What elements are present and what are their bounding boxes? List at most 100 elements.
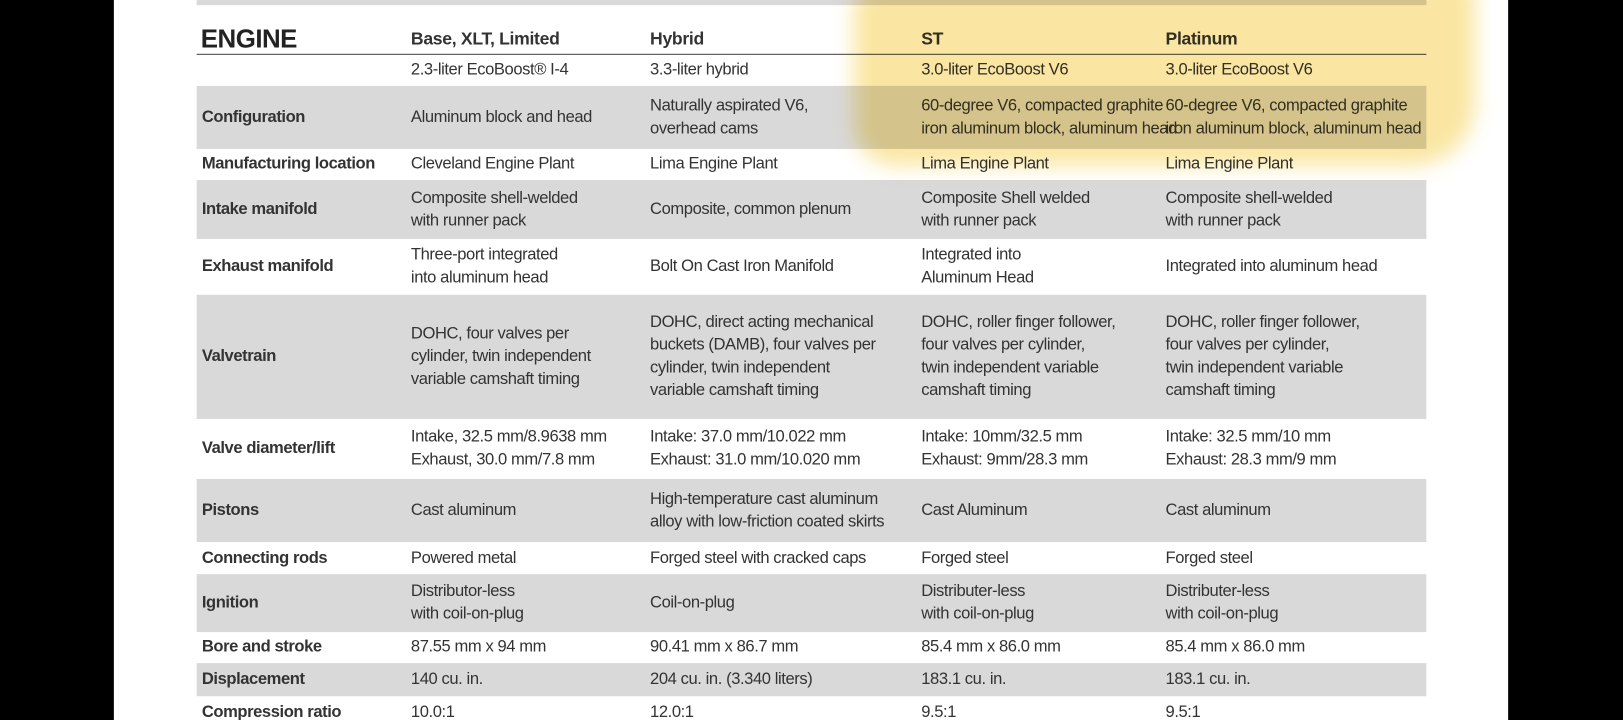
engine-cell: 2.3-liter EcoBoost® I-4 bbox=[411, 55, 569, 86]
row-label: Intake manifold bbox=[201, 180, 318, 239]
cell-line: four valves per cylinder, bbox=[921, 336, 1085, 354]
cell-line: camshaft timing bbox=[1165, 381, 1276, 400]
row-label: Valve diameter/lift bbox=[202, 419, 335, 479]
table-cell: Intake, 32.5 mm/8.9638 mm Exhaust, 30.0 m… bbox=[411, 419, 607, 479]
cell-line: Exhaust, 30.0 mm/7.8 mm bbox=[410, 451, 595, 469]
cell-line: Composite shell-welded bbox=[1165, 188, 1333, 207]
cell-line: Lima Engine Plant bbox=[650, 155, 778, 173]
table-cell: Three-port integrated into aluminum head bbox=[411, 239, 558, 295]
cell-line: cylinder, twin independent bbox=[410, 347, 591, 366]
cell-line: Intake, 32.5 mm/8.9638 mm bbox=[410, 428, 607, 446]
cell-line: with coil-on-plug bbox=[410, 605, 524, 623]
cell-line: Lima Engine Plant bbox=[1165, 155, 1294, 173]
cell-line: iron aluminum block, aluminum head bbox=[1165, 119, 1422, 138]
cell-line: Cleveland Engine Plant bbox=[410, 155, 575, 173]
cell-line: Connecting rods bbox=[201, 548, 328, 567]
row-label: Ignition bbox=[202, 574, 259, 632]
column-header: ST bbox=[921, 28, 944, 49]
table-cell: Cast aluminum bbox=[1166, 479, 1271, 542]
cell-line: overhead cams bbox=[650, 119, 758, 138]
table-cell: Forged steel with cracked caps bbox=[650, 542, 866, 574]
cell-line: Cast aluminum bbox=[1165, 501, 1271, 519]
header-rule bbox=[196, 53, 1427, 55]
table-cell: Composite shell-welded with runner pack bbox=[411, 180, 578, 239]
cell-line: Intake: 10mm/32.5 mm bbox=[921, 428, 1083, 446]
cell-line: twin independent variable bbox=[921, 358, 1099, 377]
table-cell: 204 cu. in. (3.340 liters) bbox=[650, 663, 813, 696]
cell-line: Cast Aluminum bbox=[921, 501, 1028, 519]
cell-line: Intake manifold bbox=[201, 200, 318, 218]
table-row: Connecting rods Powered metal Forged steel… bbox=[197, 542, 1427, 574]
cell-line: with runner pack bbox=[410, 211, 526, 230]
cell-line: Coil-on-plug bbox=[650, 593, 735, 612]
table-cell: DOHC, roller finger follower, four valves… bbox=[921, 295, 1116, 419]
table-cell: Composite Shell welded with runner pack bbox=[921, 180, 1090, 239]
table-row: Compression ratio 10.0:1 12.0:1 9.5:1 9.5:1 bbox=[197, 696, 1427, 720]
row-label: Configuration bbox=[201, 86, 306, 149]
cell-line: into aluminum head bbox=[410, 268, 549, 287]
cell-line: Configuration bbox=[201, 108, 306, 126]
cell-line: 3.0-liter EcoBoost V6 bbox=[1165, 61, 1313, 79]
engine-cell: 3.0-liter EcoBoost V6 bbox=[921, 55, 1068, 86]
row-label: Compression ratio bbox=[202, 696, 342, 720]
row-label: Manufacturing location bbox=[202, 149, 375, 180]
cell-line: DOHC, direct acting mechanical bbox=[650, 313, 874, 332]
table-cell: 85.4 mm x 86.0 mm bbox=[921, 632, 1061, 663]
cell-line: Composite, common plenum bbox=[650, 200, 851, 218]
cell-line: Integrated into bbox=[921, 246, 1021, 264]
cell-line: Lima Engine Plant bbox=[921, 155, 1049, 173]
table-cell: Distributer-less with coil-on-plug bbox=[921, 574, 1034, 632]
table-cell: DOHC, direct acting mechanical buckets (D… bbox=[650, 295, 876, 419]
table-cell: 183.1 cu. in. bbox=[1166, 663, 1251, 696]
cell-line: Exhaust: 31.0 mm/10.020 mm bbox=[650, 451, 861, 469]
table-row: Valvetrain DOHC, four valves per cylinder,… bbox=[196, 294, 1427, 419]
table-cell: Intake: 10mm/32.5 mm Exhaust: 9mm/28.3 mm bbox=[921, 419, 1088, 479]
column-header: Hybrid bbox=[650, 28, 704, 49]
cell-line: 3.0-liter EcoBoost V6 bbox=[921, 61, 1069, 79]
row-label: Exhaust manifold bbox=[201, 239, 334, 295]
cell-line: Distributer-less bbox=[921, 582, 1026, 601]
cell-line: 3.3-liter hybrid bbox=[650, 61, 749, 79]
table-row: Exhaust manifold Three-port integrated int… bbox=[197, 239, 1427, 295]
cell-line: alloy with low-friction coated skirts bbox=[650, 512, 885, 531]
cell-line: twin independent variable bbox=[1165, 358, 1344, 377]
cell-line: Integrated into aluminum head bbox=[1165, 257, 1378, 276]
table-row: Displacement 140 cu. in. 204 cu. in. (3.34… bbox=[196, 663, 1427, 697]
cell-line: Exhaust manifold bbox=[201, 257, 334, 276]
cell-line: Composite Shell welded bbox=[921, 188, 1090, 207]
cell-line: DOHC, roller finger follower, bbox=[921, 313, 1116, 332]
cell-line: with coil-on-plug bbox=[1165, 605, 1279, 623]
table-cell: Coil-on-plug bbox=[650, 574, 735, 632]
cell-line: Intake: 32.5 mm/10 mm bbox=[1165, 428, 1332, 446]
table-cell: Composite, common plenum bbox=[650, 180, 851, 239]
table-cell: 60-degree V6, compacted graphite iron alu… bbox=[1166, 86, 1422, 149]
table-row: Ignition Distributor-less with coil-on-plu… bbox=[196, 574, 1427, 633]
cell-line: 140 cu. in. bbox=[410, 670, 483, 688]
row-label: Bore and stroke bbox=[202, 632, 322, 663]
table-cell: 12.0:1 bbox=[650, 696, 694, 720]
table-cell: Intake: 32.5 mm/10 mm Exhaust: 28.3 mm/9 … bbox=[1166, 419, 1337, 479]
cell-line: Pistons bbox=[201, 501, 259, 519]
row-label: Displacement bbox=[202, 663, 305, 696]
cell-line: 9.5:1 bbox=[921, 703, 957, 720]
cell-line: with runner pack bbox=[1165, 211, 1281, 230]
row-label: Valvetrain bbox=[202, 295, 277, 419]
table-cell: High-temperature cast aluminum alloy with… bbox=[650, 479, 885, 542]
cell-line: Exhaust: 9mm/28.3 mm bbox=[921, 451, 1088, 469]
cell-line: Powered metal bbox=[410, 548, 517, 567]
row-label: Pistons bbox=[202, 479, 259, 542]
cell-line: Aluminum block and head bbox=[410, 108, 592, 126]
table-cell: Naturally aspirated V6, overhead cams bbox=[650, 86, 808, 149]
cell-line: cylinder, twin independent bbox=[650, 358, 830, 377]
table-row: Configuration Aluminum block and head Natu… bbox=[196, 85, 1427, 149]
cell-line: Displacement bbox=[201, 670, 305, 688]
cell-line: 87.55 mm x 94 mm bbox=[410, 638, 547, 656]
table-cell: Integrated into aluminum head bbox=[1166, 239, 1378, 295]
engine-cell: 3.0-liter EcoBoost V6 bbox=[1166, 55, 1313, 86]
column-header: Platinum bbox=[1165, 28, 1238, 49]
cell-line: 183.1 cu. in. bbox=[1165, 670, 1251, 688]
cell-line: Intake: 37.0 mm/10.022 mm bbox=[650, 428, 846, 446]
cell-line: High-temperature cast aluminum bbox=[650, 489, 878, 508]
